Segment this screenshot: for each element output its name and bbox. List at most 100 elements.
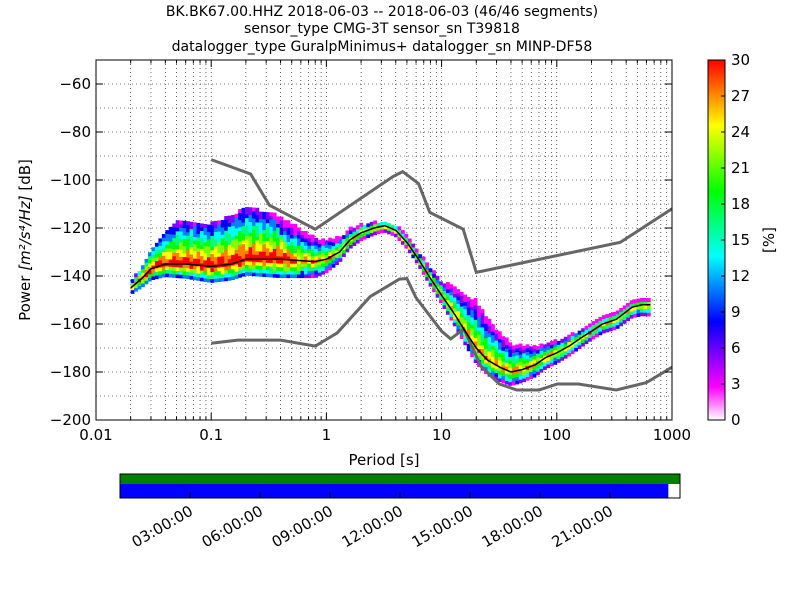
- density-cell: [158, 252, 163, 257]
- density-cell: [231, 254, 235, 259]
- density-cell: [591, 335, 596, 340]
- density-cell: [241, 243, 246, 248]
- density-cell: [418, 257, 423, 262]
- density-cell: [168, 226, 173, 231]
- density-cell: [622, 319, 627, 324]
- density-cell: [470, 299, 475, 304]
- density-cell: [629, 307, 634, 312]
- density-cell: [310, 270, 315, 275]
- density-cell: [303, 241, 308, 246]
- density-cell: [258, 269, 263, 274]
- density-cell: [310, 252, 315, 257]
- density-cell: [491, 349, 495, 354]
- density-cell: [314, 248, 319, 253]
- density-cell: [446, 289, 450, 294]
- density-cell: [241, 233, 246, 237]
- density-cell: [373, 231, 378, 236]
- title-block: BK.BK67.00.HHZ 2018-06-03 -- 2018-06-03 …: [166, 4, 598, 55]
- density-cell: [206, 267, 211, 272]
- density-cell: [231, 265, 235, 270]
- density-cell: [508, 363, 513, 368]
- density-cell: [394, 229, 398, 234]
- density-cell: [539, 347, 544, 352]
- density-cell: [501, 336, 506, 341]
- density-cell: [199, 259, 204, 264]
- density-cell: [265, 251, 270, 256]
- density-cell: [615, 317, 620, 322]
- density-cell: [231, 225, 235, 230]
- density-cell: [473, 341, 478, 346]
- density-cell: [525, 376, 530, 381]
- density-cell: [258, 233, 263, 238]
- density-cell: [206, 253, 211, 258]
- density-cell: [508, 353, 513, 357]
- density-cell: [303, 231, 308, 235]
- density-cell: [269, 259, 274, 264]
- density-cell: [175, 249, 180, 253]
- density-cell: [414, 248, 419, 253]
- density-cell: [286, 256, 291, 261]
- density-cell: [293, 263, 298, 268]
- density-cell: [189, 261, 194, 266]
- density-cell: [189, 243, 194, 248]
- density-cell: [574, 333, 578, 338]
- density-cell: [241, 269, 246, 273]
- density-cell: [154, 250, 159, 254]
- density-cell: [432, 277, 436, 282]
- density-cell: [487, 354, 492, 359]
- density-cell: [643, 297, 648, 302]
- density-cell: [179, 252, 183, 257]
- density-cell: [262, 255, 267, 259]
- density-cell: [158, 249, 163, 254]
- density-cell: [168, 248, 173, 253]
- density-cell: [224, 255, 229, 260]
- density-cell: [491, 360, 495, 365]
- density-cell: [494, 372, 499, 377]
- density-cell: [317, 268, 322, 273]
- density-cell: [245, 214, 249, 219]
- density-cell: [501, 379, 506, 384]
- density-cell: [352, 227, 357, 232]
- density-cell: [217, 270, 222, 275]
- density-cell: [477, 356, 481, 360]
- density-cell: [487, 365, 492, 370]
- density-cell: [601, 325, 606, 330]
- density-cell: [210, 271, 215, 276]
- density-cell: [643, 308, 648, 313]
- density-cell: [210, 257, 215, 262]
- density-cell: [161, 269, 166, 274]
- density-cell: [269, 273, 274, 278]
- y-axis-label: Power [m²/s⁴/Hz] [dB]: [16, 159, 34, 321]
- density-cell: [199, 266, 204, 271]
- density-cell: [203, 238, 208, 243]
- density-cell: [290, 241, 294, 246]
- density-cell: [238, 245, 242, 249]
- density-cell: [466, 311, 471, 316]
- density-cell: [310, 241, 315, 246]
- density-cell: [283, 227, 287, 232]
- density-cell: [466, 304, 471, 309]
- density-cell: [491, 331, 495, 336]
- density-cell: [581, 342, 585, 347]
- density-cell: [362, 224, 367, 229]
- density-cell: [245, 261, 249, 265]
- density-cell: [217, 245, 222, 250]
- density-cell: [258, 265, 263, 270]
- density-cell: [199, 241, 204, 246]
- density-cell: [487, 361, 492, 366]
- density-cell: [473, 333, 478, 338]
- density-cell: [543, 366, 547, 370]
- density-cell: [324, 254, 329, 259]
- density-cell: [501, 361, 506, 366]
- density-cell: [186, 267, 190, 272]
- density-cell: [515, 355, 520, 360]
- density-cell: [494, 343, 499, 348]
- density-cell: [196, 222, 201, 227]
- density-cell: [508, 367, 513, 372]
- density-cell: [297, 256, 301, 261]
- density-cell: [297, 227, 301, 232]
- density-cell: [245, 207, 249, 211]
- density-cell: [148, 259, 152, 264]
- density-cell: [348, 244, 353, 249]
- colorbar-tick-label: 18: [731, 195, 750, 213]
